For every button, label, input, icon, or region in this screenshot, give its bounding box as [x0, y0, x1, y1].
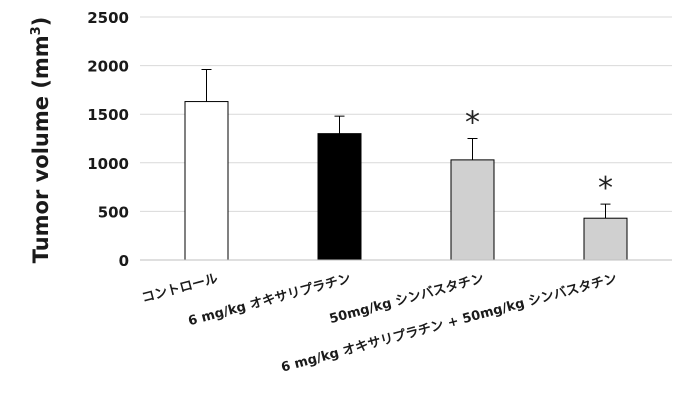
bars	[184, 101, 628, 261]
y-tick-label: 0	[119, 252, 129, 270]
y-tick-label: 2500	[87, 9, 129, 27]
y-axis-label-superscript: 3	[29, 26, 44, 35]
y-axis-label-close: )	[29, 17, 53, 27]
significance-asterisk: *	[598, 171, 613, 206]
y-tick-label: 500	[98, 203, 129, 221]
y-tick-label: 1500	[87, 106, 129, 124]
significance-asterisk: *	[465, 106, 480, 141]
y-axis-label-main: Tumor volume (mm	[29, 35, 53, 263]
error-bars	[201, 68, 611, 219]
y-tick-label: 2000	[87, 58, 129, 76]
bar	[317, 133, 362, 261]
y-axis-label: Tumor volume (mm3)	[29, 17, 53, 264]
significance-markers: **	[465, 106, 613, 207]
gridlines	[140, 16, 672, 212]
y-tick-label: 1000	[87, 155, 129, 173]
bar	[184, 101, 229, 261]
bar	[450, 159, 495, 261]
bar	[583, 217, 628, 261]
y-tick-labels: 0 500 1000 1500 2000 2500	[87, 9, 129, 270]
x-tick-label: コントロール	[140, 271, 219, 306]
